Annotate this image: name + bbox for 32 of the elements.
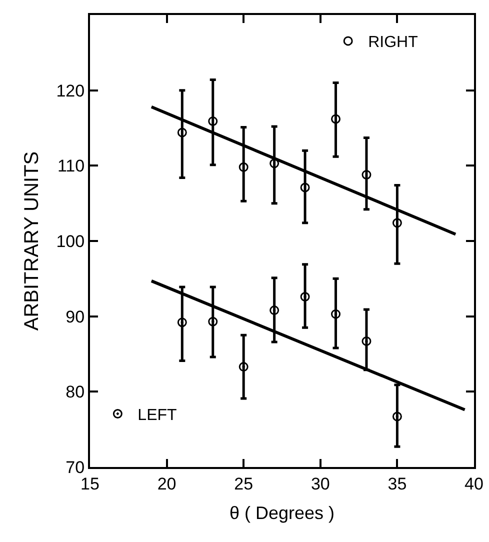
y-tick-label: 70 (66, 458, 85, 477)
y-tick-label: 100 (56, 232, 85, 251)
y-tick-label: 90 (66, 307, 85, 326)
x-tick-label: 30 (310, 474, 330, 494)
legend-label: RIGHT (368, 34, 418, 52)
point (208, 116, 218, 126)
point (208, 316, 218, 326)
point (392, 412, 402, 422)
legend-label: LEFT (138, 406, 178, 424)
point (270, 158, 280, 168)
x-tick-label: 20 (157, 474, 176, 494)
point (270, 306, 280, 316)
y-tick-label: 80 (66, 382, 85, 402)
x-tick-label: 35 (388, 474, 407, 494)
point (331, 309, 341, 319)
point (300, 292, 310, 302)
y-axis-title: ARBITRARY UNITS (21, 151, 44, 331)
x-tick-label: 15 (80, 474, 100, 494)
point (392, 218, 402, 228)
point (177, 128, 187, 138)
x-axis-title: θ ( Degrees ) (229, 503, 335, 523)
point (362, 170, 372, 180)
point (177, 318, 187, 328)
point (331, 114, 341, 124)
point (362, 336, 372, 346)
y-tick-label: 120 (56, 81, 85, 100)
x-tick-label: 40 (464, 474, 484, 494)
y-tick-label: 110 (57, 156, 85, 176)
point (238, 162, 248, 172)
x-tick-label: 25 (234, 474, 254, 494)
point (238, 362, 248, 372)
point (300, 182, 310, 192)
